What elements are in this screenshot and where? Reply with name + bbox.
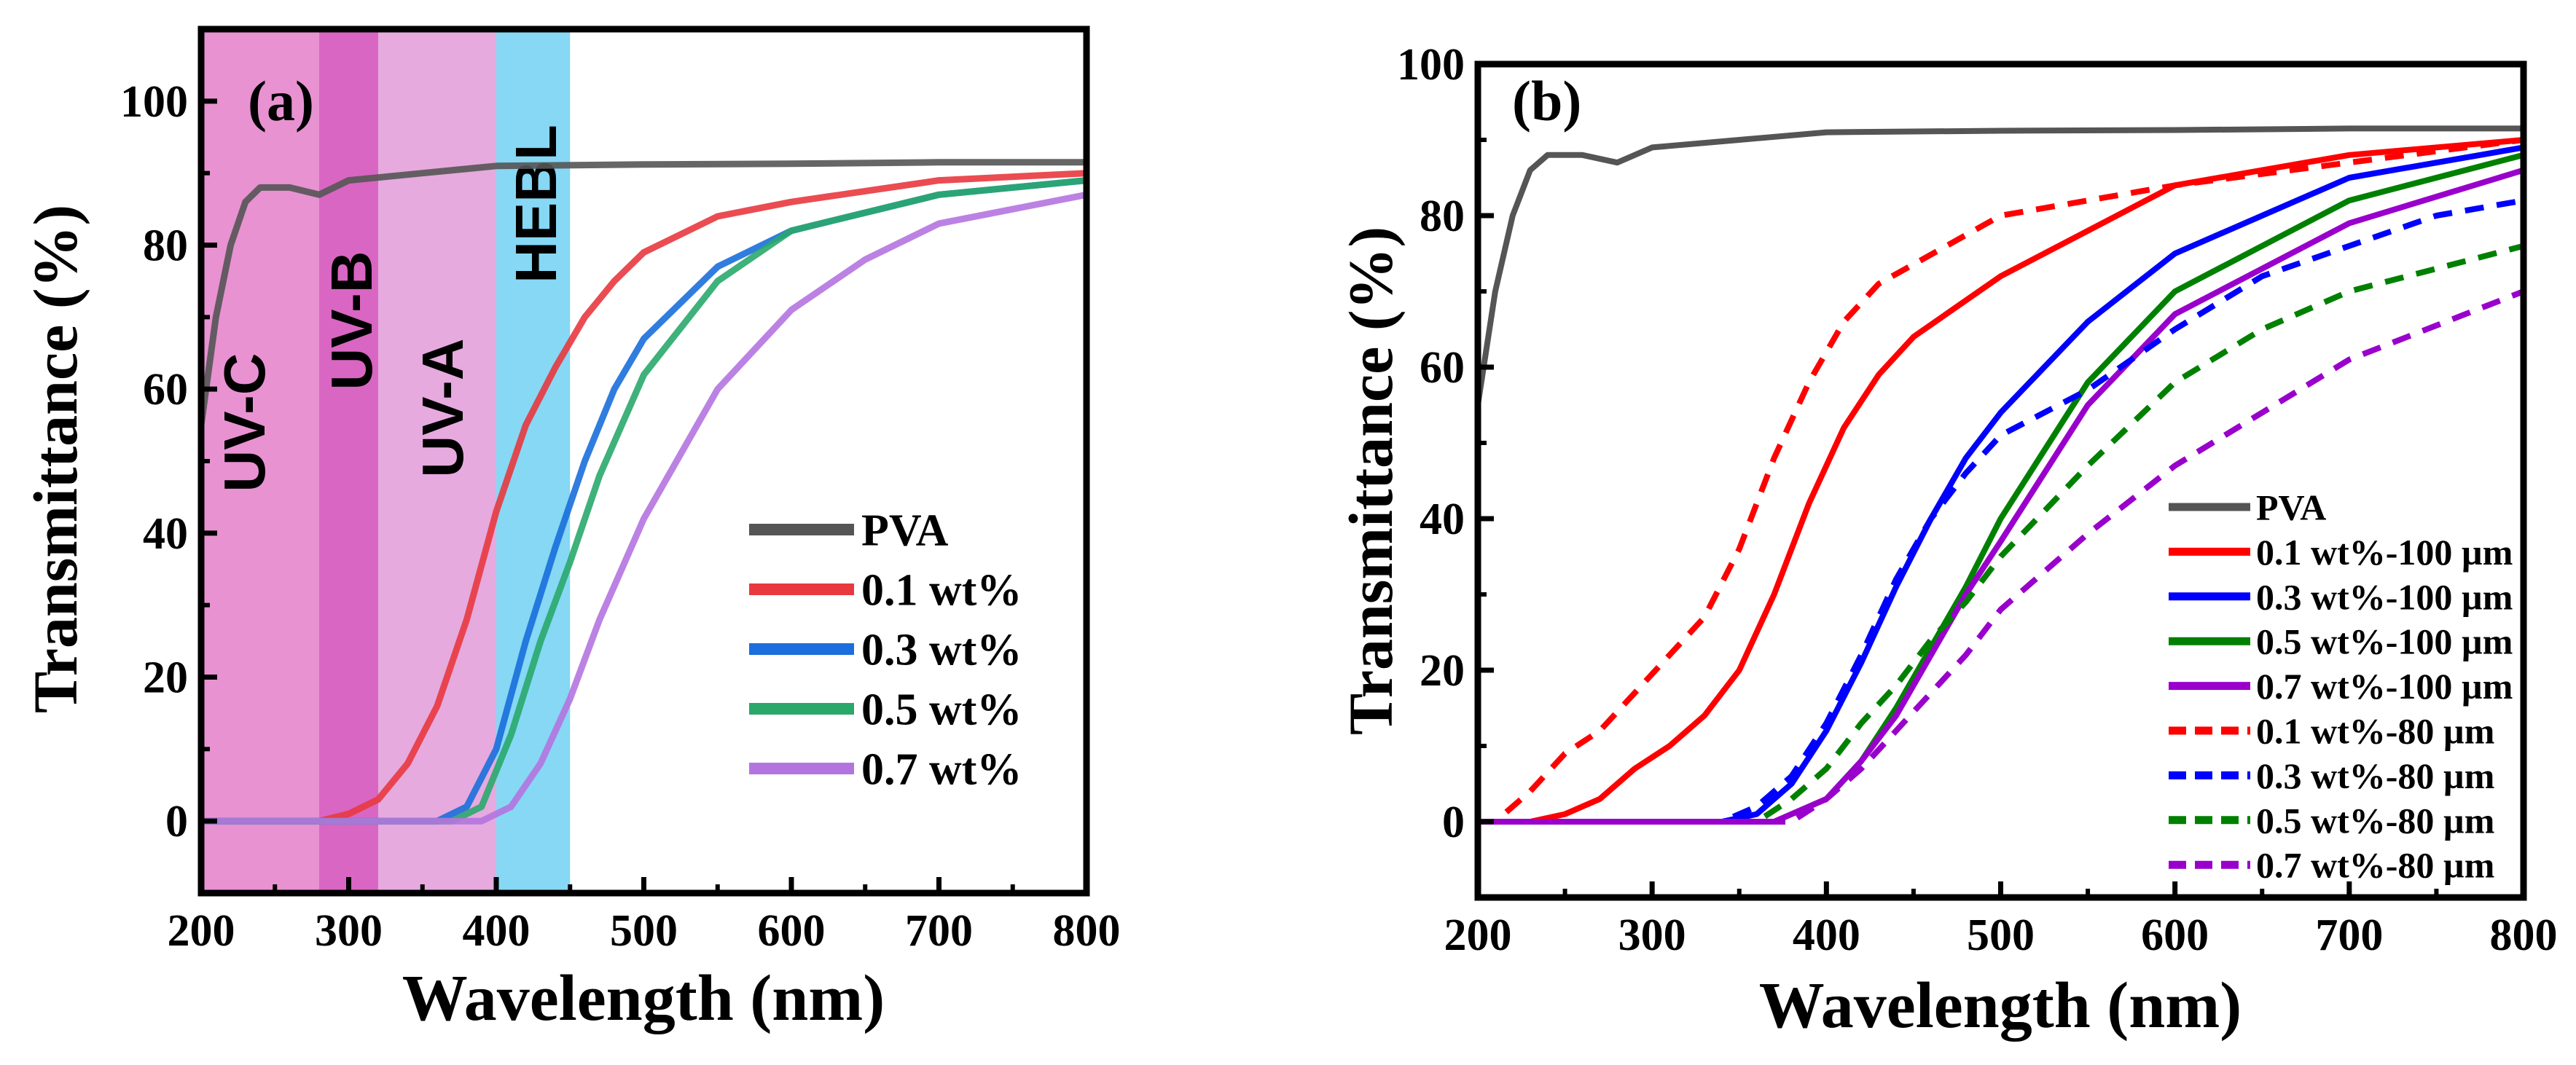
x-tick-label: 800 [2490, 911, 2558, 960]
x-tick-label: 400 [463, 906, 531, 956]
legend-label: 0.7 wt%-100 µm [2256, 666, 2513, 707]
series-line-0-5-wt- [201, 177, 1087, 825]
series-line-0-7-wt- [201, 191, 1087, 825]
y-tick-label: 100 [120, 77, 188, 127]
y-tick-label: 20 [1420, 646, 1465, 696]
y-tick-label: 60 [1420, 343, 1465, 393]
y-tick-label: 40 [143, 509, 188, 559]
y-tick-label: 100 [1397, 40, 1465, 90]
x-tick-label: 500 [610, 906, 678, 956]
y-tick-label: 40 [1420, 495, 1465, 544]
panel-b-transmittance-chart: Transmittance (%) Wavelength (nm) 200 300… [1336, 40, 2558, 1042]
band-label-uv-c: UV-C [212, 353, 277, 492]
panel-label: (b) [1512, 69, 1581, 133]
band-label-uv-b: UV-B [319, 251, 384, 390]
x-tick-label: 700 [905, 906, 973, 956]
panel-a-xlabel: Wavelength (nm) [402, 962, 885, 1034]
legend-label: 0.3 wt% [861, 626, 1022, 675]
series-line-0-7-wt-80-m [1478, 288, 2525, 825]
y-tick-label: 80 [1420, 192, 1465, 241]
legend: PVA 0.1 wt% 0.3 wt% 0.5 wt% 0.7 wt% [749, 506, 1022, 795]
series-line-pva [1475, 125, 2524, 406]
x-tick-label: 400 [1793, 911, 1860, 960]
legend-label: PVA [2256, 487, 2326, 528]
y-tick-label: 60 [143, 365, 188, 414]
panel-b-ylabel: Transmittance (%) [1336, 227, 1406, 735]
y-tick-label: 0 [165, 797, 188, 846]
x-tick-label: 200 [168, 906, 235, 956]
x-tick-label: 300 [315, 906, 383, 956]
legend-label: 0.1 wt%-80 µm [2256, 711, 2494, 752]
y-tick-label: 0 [1442, 798, 1465, 847]
x-tick-label: 800 [1053, 906, 1121, 956]
x-tick-label: 200 [1444, 911, 1512, 960]
series-line-0-1-wt-100-m [1478, 137, 2524, 825]
legend-label: 0.3 wt%-100 µm [2256, 576, 2513, 617]
legend-label: 0.5 wt% [861, 685, 1022, 735]
series-line-0-1-wt- [201, 170, 1087, 825]
series-line-0-3-wt-80-m [1478, 197, 2524, 825]
x-tick-label: 700 [2315, 911, 2383, 960]
legend-label: 0.1 wt%-100 µm [2256, 532, 2513, 573]
series-line-pva [197, 159, 1087, 426]
x-tick-label: 300 [1618, 911, 1686, 960]
legend-label: 0.1 wt% [861, 566, 1022, 616]
panel-b-xlabel: Wavelength (nm) [1759, 970, 2242, 1042]
legend-label: 0.5 wt%-80 µm [2256, 800, 2494, 841]
x-tick-label: 600 [758, 906, 826, 956]
y-tick-label: 20 [143, 653, 188, 703]
legend-label: 0.3 wt%-80 µm [2256, 755, 2494, 796]
panel-a-ylabel: Transmittance (%) [20, 205, 90, 713]
legend-label: 0.5 wt%-100 µm [2256, 621, 2513, 662]
series-line-0-5-wt-80-m [1478, 243, 2525, 825]
x-tick-label: 600 [2141, 911, 2209, 960]
band-uv-c [201, 29, 319, 893]
x-tick-label: 500 [1967, 911, 2035, 960]
legend-label: 0.7 wt% [861, 745, 1022, 795]
panel-a-transmittance-chart: Transmittance (%) Wavelength (nm) UV-C UV… [20, 25, 1121, 1034]
y-tick-label: 80 [143, 221, 188, 271]
legend-label: PVA [861, 506, 949, 556]
legend-label: 0.7 wt%-80 µm [2256, 845, 2494, 886]
band-label-uv-a: UV-A [410, 338, 475, 477]
band-label-hebl: HEBL [504, 125, 568, 283]
band-uv-b [319, 29, 378, 893]
panel-label: (a) [248, 69, 314, 133]
